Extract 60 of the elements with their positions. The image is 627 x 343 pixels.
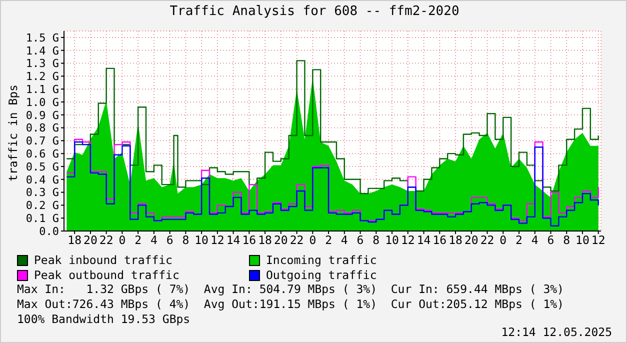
x-tick-label: 16	[432, 233, 447, 248]
x-tick-label: 20	[274, 233, 288, 248]
text: 12:14 12.05.2025	[501, 325, 612, 339]
y-axis-title: traffic in Bps	[6, 84, 20, 182]
y-tick-label: 0.9 G	[26, 108, 59, 122]
x-tick-label: 18	[448, 233, 462, 248]
legend-label: Peak outbound traffic	[34, 268, 180, 282]
x-tick-label: 22	[290, 233, 304, 248]
text: Max Out:726.43 MBps ( 4%) Avg Out:191.15 MBps ( 1%) Cur Out:205.12 MBps ( 1%)	[17, 297, 565, 312]
x-tick-label: 2	[516, 233, 522, 248]
text: Max In: 1.32 GBps ( 7%) Avg In: 504.79 MBps ( 3%) Cur In: 659.44 MBps ( 3%)	[17, 282, 565, 297]
x-tick-label: 2	[134, 233, 142, 248]
y-tick-label: 0.7 G	[26, 134, 59, 148]
x-tick-label: 14	[226, 233, 240, 248]
text: 100% Bandwidth 19.53 GBps	[17, 312, 190, 326]
y-tick-label: 1.3 G	[26, 57, 59, 70]
y-tick-label: 0.6 G	[26, 147, 59, 160]
y-tick-label: 0.4 G	[26, 173, 59, 186]
y-tick-label: 0.2 G	[26, 199, 59, 212]
x-tick-label: 14	[416, 233, 431, 248]
y-tick-label: 1.2 G	[26, 70, 59, 84]
y-tick-label: 0.3 G	[26, 186, 59, 200]
legend-label: Outgoing traffic	[266, 268, 377, 282]
x-tick-label: 20	[464, 233, 478, 248]
x-tick-label: 0	[500, 233, 507, 248]
x-tick-label: 6	[547, 233, 554, 248]
x-tick-label: 16	[242, 233, 256, 248]
y-tick-label: 0.0	[39, 224, 59, 238]
x-tick-label: 4	[531, 233, 538, 248]
x-tick-label: 4	[150, 233, 158, 248]
x-tick-label: 10	[576, 233, 590, 248]
y-tick-label: 1.1 G	[26, 82, 59, 96]
x-tick-label: 18	[68, 233, 82, 248]
x-tick-label: 4	[340, 233, 348, 248]
x-tick-label: 8	[182, 233, 190, 248]
x-tick-label: 10	[194, 233, 209, 248]
x-tick-label: 6	[356, 233, 364, 248]
legend-label: Incoming traffic	[266, 253, 377, 267]
x-tick-label: 6	[166, 233, 174, 248]
x-tick-label: 0	[118, 233, 126, 248]
x-tick-label: 22	[99, 233, 114, 248]
x-tick-label: 18	[258, 233, 272, 248]
x-tick-label: 8	[372, 233, 380, 248]
chart-title: Traffic Analysis for 608 -- ffm2-2020	[168, 4, 460, 19]
x-tick-label: 10	[385, 233, 400, 248]
x-tick-label: 12	[400, 233, 415, 248]
x-tick-label: 0	[309, 233, 316, 248]
x-tick-label: 8	[563, 233, 570, 248]
y-tick-label: 1.4 G	[26, 44, 59, 58]
x-tick-label: 2	[325, 233, 332, 248]
y-tick-label: 0.1 G	[26, 212, 59, 225]
x-tick-label: 20	[84, 233, 98, 248]
y-tick-label: 0.8 G	[26, 122, 59, 135]
y-tick-label: 1.5 G	[26, 31, 59, 44]
x-tick-label: 12	[210, 233, 224, 248]
x-tick-label: 12	[591, 233, 606, 248]
y-tick-label: 0.5 G	[26, 160, 59, 174]
legend-label: Peak inbound traffic	[34, 253, 172, 267]
x-tick-label: 22	[480, 233, 494, 248]
y-tick-label: 1.0 G	[26, 96, 59, 109]
